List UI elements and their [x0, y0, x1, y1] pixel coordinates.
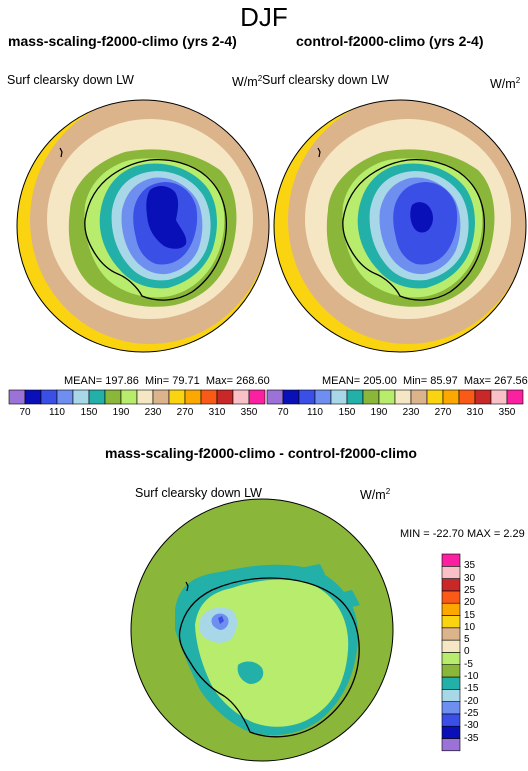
colorbar-swatch [441, 688, 461, 702]
colorbar-tick-label: 35 [464, 560, 476, 572]
difference-units: W/m2 [360, 487, 391, 503]
colorbar-swatch [442, 389, 460, 405]
colorbar-swatch [56, 389, 74, 405]
polar-map-mass-scaling [17, 100, 269, 352]
colorbar-tick-label: -5 [464, 658, 473, 670]
colorbar-swatch [184, 389, 202, 405]
colorbar-swatch [200, 389, 218, 405]
colorbar-swatch [410, 389, 428, 405]
colorbar-swatch [441, 565, 461, 579]
colorbar-swatch [378, 389, 396, 405]
colorbar-swatch [441, 701, 461, 715]
colorbar-swatch [40, 389, 58, 405]
colorbar-swatch [120, 389, 138, 405]
panel-2-title: control-f2000-climo (yrs 2-4) [296, 33, 484, 49]
colorbar-tick-label: 70 [19, 407, 31, 418]
colorbar-swatch [8, 389, 26, 405]
colorbar-swatch [266, 389, 284, 405]
colorbar-swatch [458, 389, 476, 405]
colorbar-swatch [441, 578, 461, 592]
colorbar-swatch [441, 652, 461, 666]
colorbar-swatch [314, 389, 332, 405]
colorbar-panel-2 [266, 389, 524, 405]
colorbar-tick-label: -30 [464, 720, 479, 732]
colorbar-tick-label: -15 [464, 683, 479, 695]
colorbar-tick-label: 190 [370, 407, 388, 418]
colorbar-swatch [441, 664, 461, 678]
panel-1-title: mass-scaling-f2000-climo (yrs 2-4) [8, 33, 237, 49]
panel-1-variable: Surf clearsky down LW [7, 73, 134, 87]
colorbar-tick-label: 10 [464, 621, 476, 633]
colorbar-swatch [441, 553, 461, 567]
difference-variable: Surf clearsky down LW [135, 486, 262, 500]
colorbar-tick-label: 310 [466, 407, 484, 418]
colorbar-swatch [441, 602, 461, 616]
colorbar-swatch [152, 389, 170, 405]
difference-title: mass-scaling-f2000-climo - control-f2000… [105, 445, 417, 461]
colorbar-swatch [426, 389, 444, 405]
colorbar-tick-label: 270 [176, 407, 194, 418]
colorbar-swatch [330, 389, 348, 405]
colorbar-swatch [441, 676, 461, 690]
colorbar-swatch [346, 389, 364, 405]
colorbar-swatch [441, 590, 461, 604]
colorbar-swatch [298, 389, 316, 405]
colorbar-tick-label: 0 [464, 646, 470, 658]
colorbar-tick-label: 5 [464, 634, 470, 646]
colorbar-tick-label: 150 [338, 407, 356, 418]
colorbar-tick-label: 310 [208, 407, 226, 418]
colorbar-swatch [441, 627, 461, 641]
colorbar-swatch [104, 389, 122, 405]
colorbar-swatch [248, 389, 266, 405]
colorbar-difference [441, 553, 461, 752]
colorbar-swatch [136, 389, 154, 405]
colorbar-swatch [88, 389, 106, 405]
colorbar-swatch [474, 389, 492, 405]
colorbar-swatch [441, 725, 461, 739]
colorbar-swatch [506, 389, 524, 405]
colorbar-tick-label: 30 [464, 572, 476, 584]
colorbar-tick-label: 15 [464, 609, 476, 621]
panel-2-variable: Surf clearsky down LW [262, 73, 389, 87]
colorbar-tick-label: 20 [464, 597, 476, 609]
colorbar-swatch [232, 389, 250, 405]
colorbar-swatch [441, 639, 461, 653]
difference-minmax: MIN = -22.70 MAX = 2.29 [400, 528, 525, 540]
colorbar-swatch [168, 389, 186, 405]
colorbar-swatch [441, 615, 461, 629]
colorbar-tick-label: 70 [277, 407, 289, 418]
colorbar-swatch [394, 389, 412, 405]
panel-1-stats: MEAN= 197.86 Min= 79.71 Max= 268.60 [64, 375, 270, 387]
colorbar-tick-label: 270 [434, 407, 452, 418]
panel-1-units: W/m2 [232, 74, 263, 90]
colorbar-tick-label: 110 [307, 407, 323, 418]
colorbar-tick-label: 110 [49, 407, 65, 418]
colorbar-tick-label: 25 [464, 584, 476, 596]
colorbar-tick-label: -10 [464, 671, 479, 682]
colorbar-swatch [282, 389, 300, 405]
colorbar-tick-label: -20 [464, 695, 479, 707]
colorbar-swatch [72, 389, 90, 405]
colorbar-swatch [362, 389, 380, 405]
colorbar-panel-1 [8, 389, 266, 405]
colorbar-tick-label: 190 [112, 407, 130, 418]
colorbar-swatch [441, 738, 461, 752]
colorbar-tick-label: 230 [144, 407, 162, 418]
colorbar-tick-label: 230 [402, 407, 420, 418]
polar-map-control [274, 100, 526, 352]
colorbar-tick-label: -35 [464, 732, 479, 744]
colorbar-swatch [441, 713, 461, 727]
colorbar-swatch [24, 389, 42, 405]
colorbar-swatch [216, 389, 234, 405]
colorbar-tick-label: 150 [80, 407, 98, 418]
polar-map-difference [131, 499, 393, 761]
panel-2-units: W/m2 [490, 76, 521, 92]
colorbar-tick-label: -25 [464, 707, 479, 719]
colorbar-swatch [490, 389, 508, 405]
colorbar-tick-label: 350 [498, 407, 516, 418]
figure-title: DJF [240, 2, 288, 32]
colorbar-tick-label: 350 [240, 407, 258, 418]
panel-2-stats: MEAN= 205.00 Min= 85.97 Max= 267.56 [322, 375, 528, 387]
